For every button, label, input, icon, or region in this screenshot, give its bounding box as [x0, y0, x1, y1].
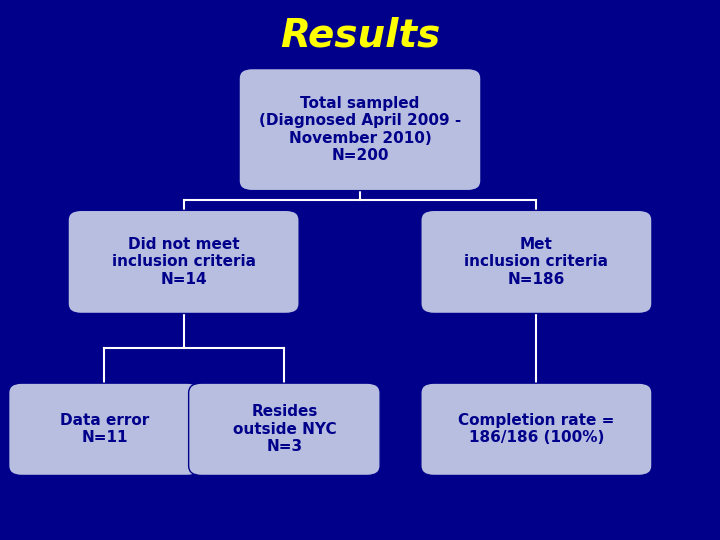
Text: Resides
outside NYC
N=3: Resides outside NYC N=3 — [233, 404, 336, 454]
Text: Total sampled
(Diagnosed April 2009 -
November 2010)
N=200: Total sampled (Diagnosed April 2009 - No… — [259, 96, 461, 163]
FancyBboxPatch shape — [239, 69, 481, 191]
Text: Did not meet
inclusion criteria
N=14: Did not meet inclusion criteria N=14 — [112, 237, 256, 287]
FancyBboxPatch shape — [189, 383, 380, 476]
FancyBboxPatch shape — [68, 210, 300, 313]
FancyBboxPatch shape — [420, 383, 652, 476]
FancyBboxPatch shape — [9, 383, 200, 476]
Text: Data error
N=11: Data error N=11 — [60, 413, 149, 446]
Text: Results: Results — [280, 16, 440, 54]
Text: Met
inclusion criteria
N=186: Met inclusion criteria N=186 — [464, 237, 608, 287]
FancyBboxPatch shape — [420, 210, 652, 313]
Text: Completion rate =
186/186 (100%): Completion rate = 186/186 (100%) — [458, 413, 615, 446]
